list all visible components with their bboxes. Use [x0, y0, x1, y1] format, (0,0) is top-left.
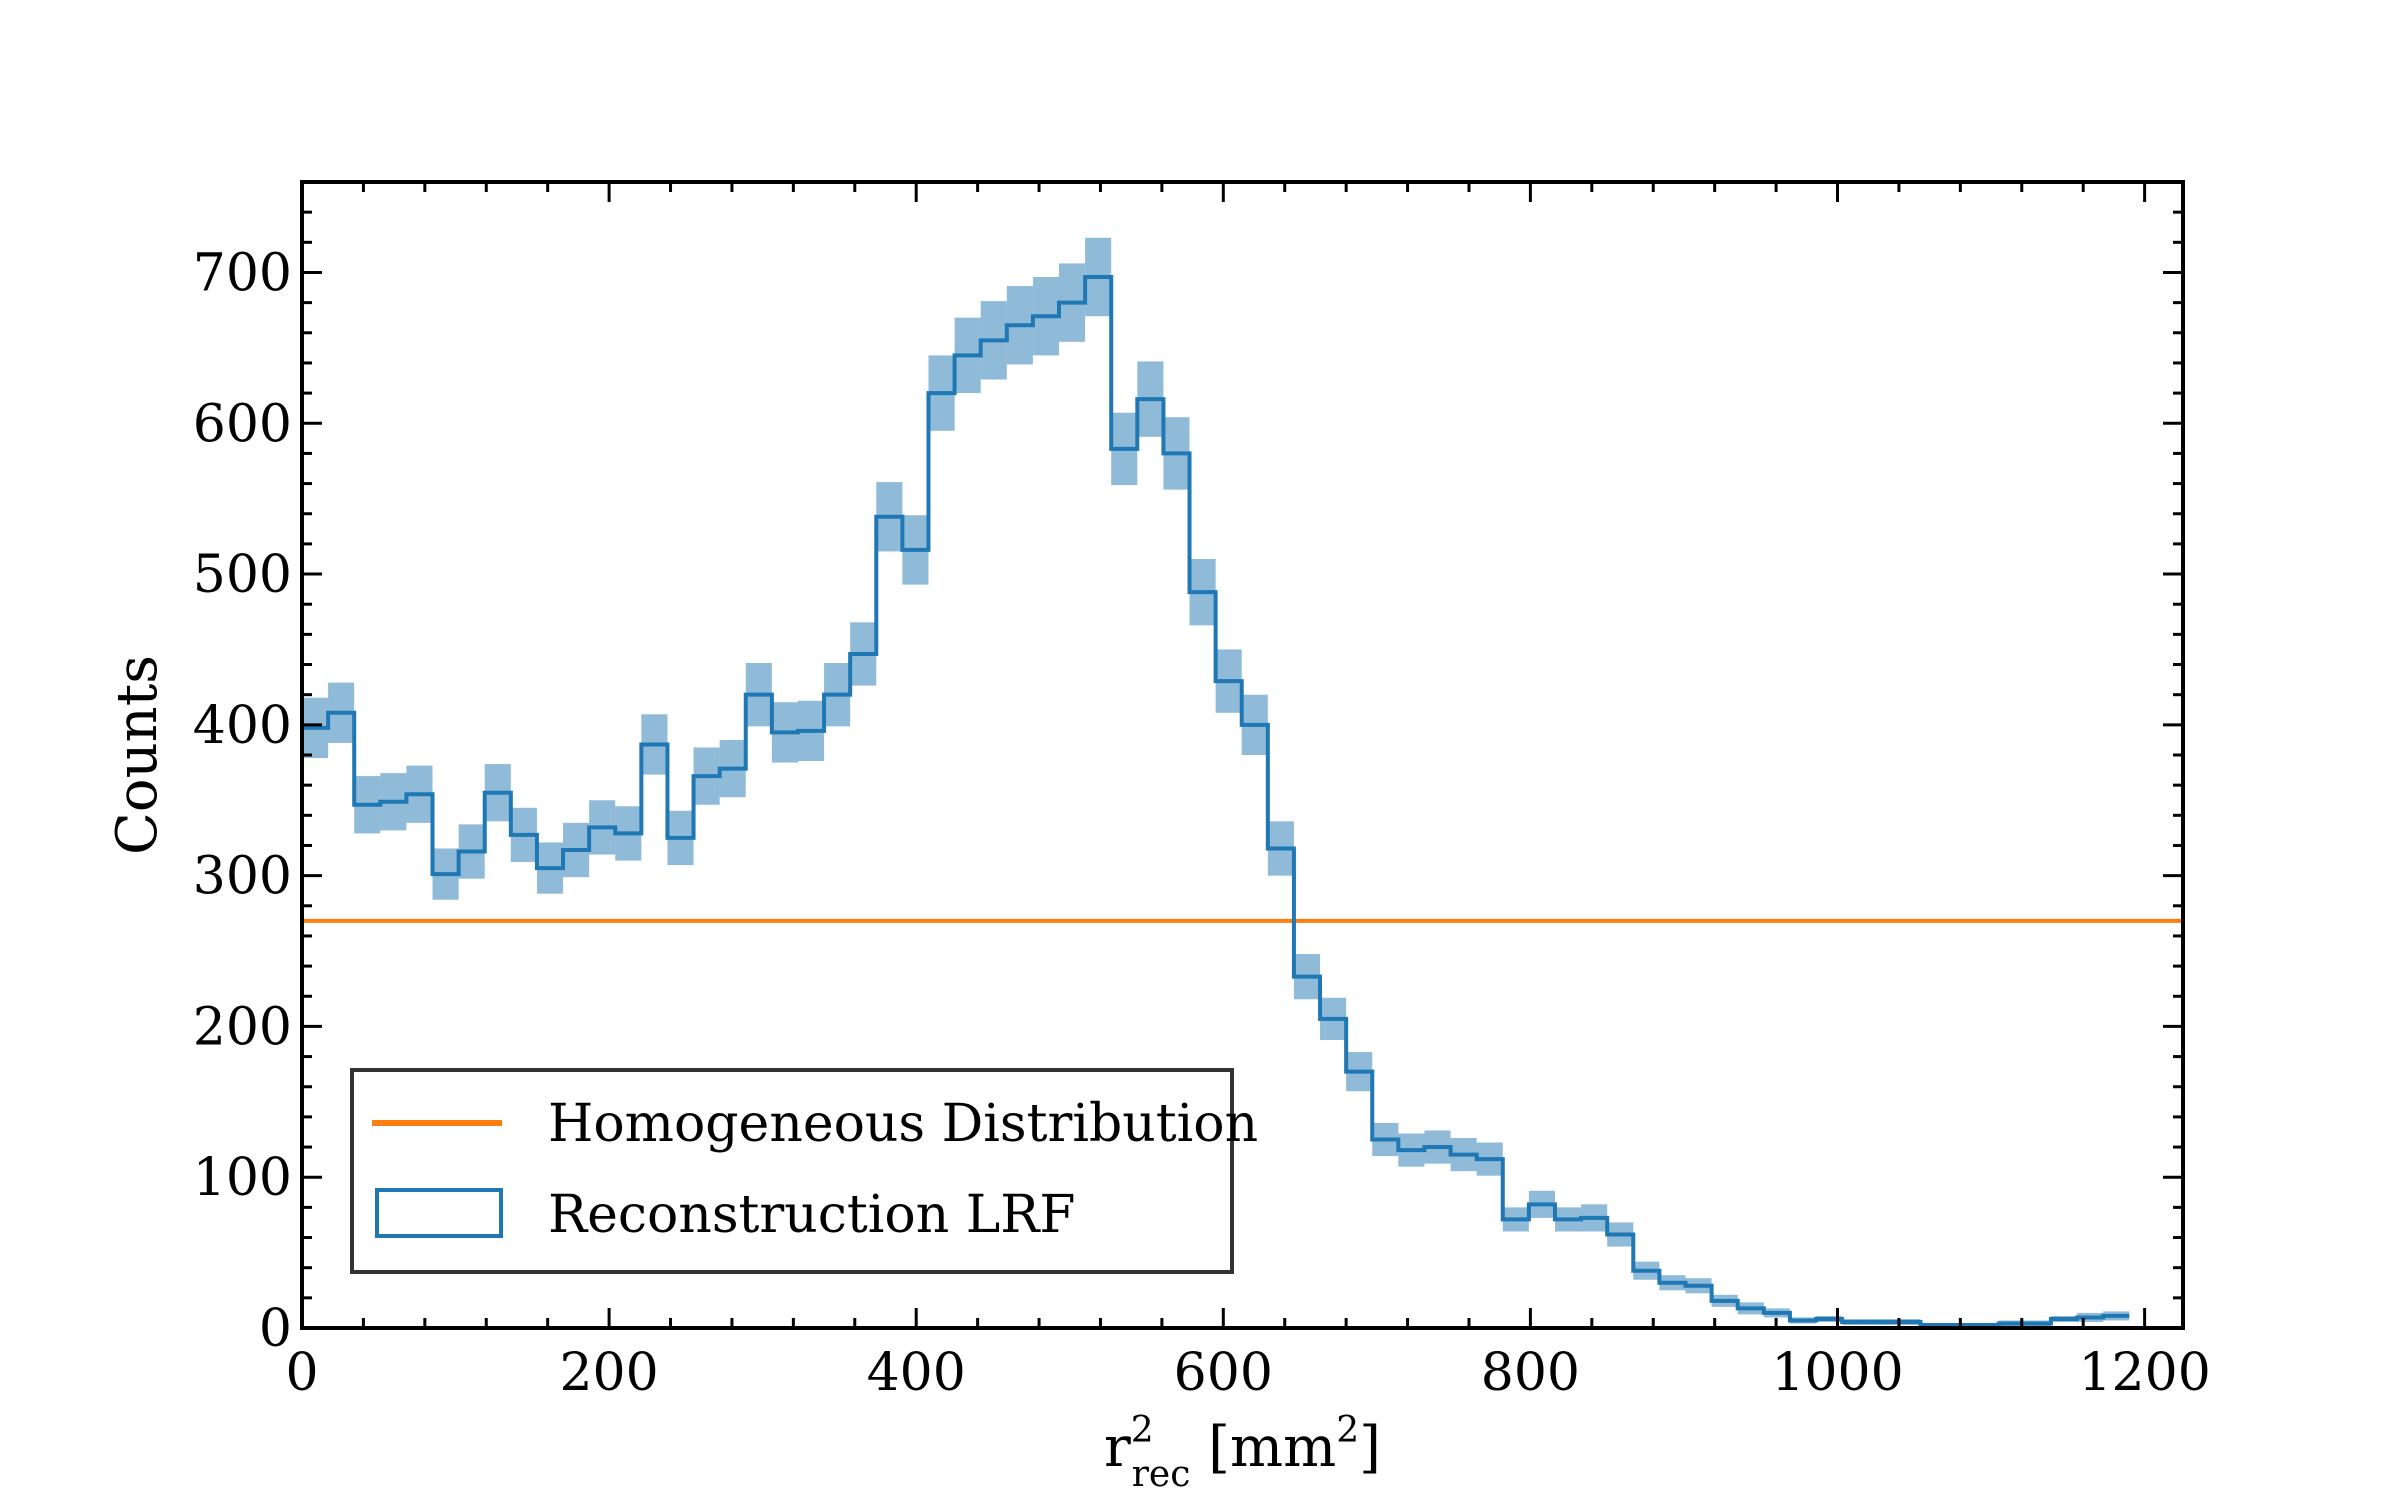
- legend-swatch-reconstruction: [375, 1188, 503, 1238]
- histogram-step-group: [302, 274, 2130, 1327]
- histogram-step-line: [302, 274, 2130, 1327]
- y-tick-labels: 0 100 200 300 400 500 600 700: [193, 243, 292, 1359]
- legend: Homogeneous Distribution Reconstruction …: [350, 1068, 1258, 1274]
- x-tick-label: 1200: [2078, 1343, 2210, 1403]
- y-tick-label: 400: [193, 696, 292, 756]
- x-tick-label: 0: [285, 1343, 318, 1403]
- x-axis-label-sub: rec: [1132, 1454, 1191, 1495]
- x-axis-label-sup: 2: [1131, 1410, 1154, 1451]
- x-axis-label-main: r: [1104, 1415, 1131, 1480]
- x-tick-label: 1000: [1771, 1343, 1903, 1403]
- y-tick-label: 500: [193, 545, 292, 605]
- y-tick-label: 200: [193, 997, 292, 1057]
- x-tick-label: 200: [559, 1343, 658, 1403]
- y-axis-label: Counts: [105, 655, 170, 855]
- x-tick-label: 400: [867, 1343, 966, 1403]
- y-tick-label: 300: [193, 847, 292, 907]
- y-tick-label: 600: [193, 394, 292, 454]
- x-tick-label: 600: [1174, 1343, 1273, 1403]
- x-axis-label-unit-pre: [mm: [1190, 1415, 1336, 1480]
- x-tick-labels: 0 200 400 600 800 1000 1200: [285, 1343, 2210, 1403]
- x-axis-label-unit-post: ]: [1359, 1415, 1381, 1480]
- legend-label-homogeneous: Homogeneous Distribution: [548, 1094, 1258, 1154]
- x-tick-label: 800: [1481, 1343, 1580, 1403]
- legend-box: [350, 1068, 1234, 1274]
- y-tick-label: 100: [193, 1148, 292, 1208]
- plot-frame: [300, 180, 2185, 1330]
- x-axis-label-unit-sup: 2: [1336, 1410, 1359, 1451]
- legend-label-reconstruction: Reconstruction LRF: [548, 1185, 1076, 1245]
- y-tick-label: 0: [259, 1299, 292, 1359]
- x-axis-label: r2 rec [mm2]: [1104, 1410, 1381, 1495]
- y-tick-label: 700: [193, 243, 292, 303]
